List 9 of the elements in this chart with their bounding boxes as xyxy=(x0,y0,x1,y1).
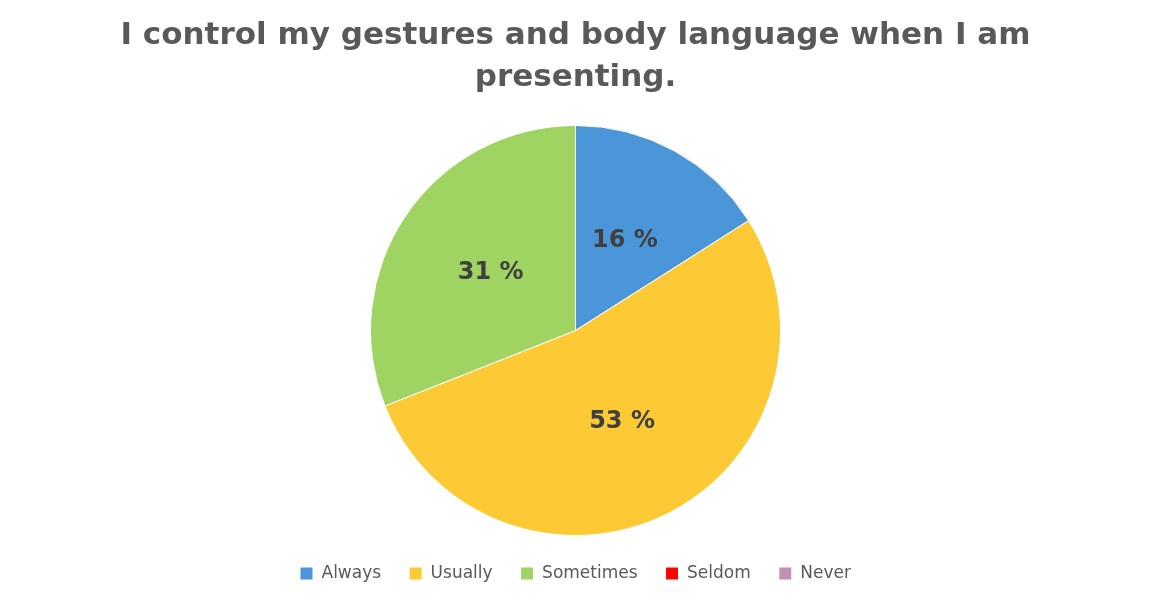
legend-label: Sometimes xyxy=(542,561,638,582)
chart-title: I control my gestures and body language when I am presenting. xyxy=(119,14,1032,95)
data-label: 53 % xyxy=(589,406,655,435)
legend-label: Never xyxy=(800,561,851,582)
legend-label: Seldom xyxy=(687,561,751,582)
legend-label: Always xyxy=(321,561,382,582)
legend-label: Usually xyxy=(430,561,493,582)
data-label: 16 % xyxy=(591,224,658,253)
data-label: 31 % xyxy=(457,257,524,286)
